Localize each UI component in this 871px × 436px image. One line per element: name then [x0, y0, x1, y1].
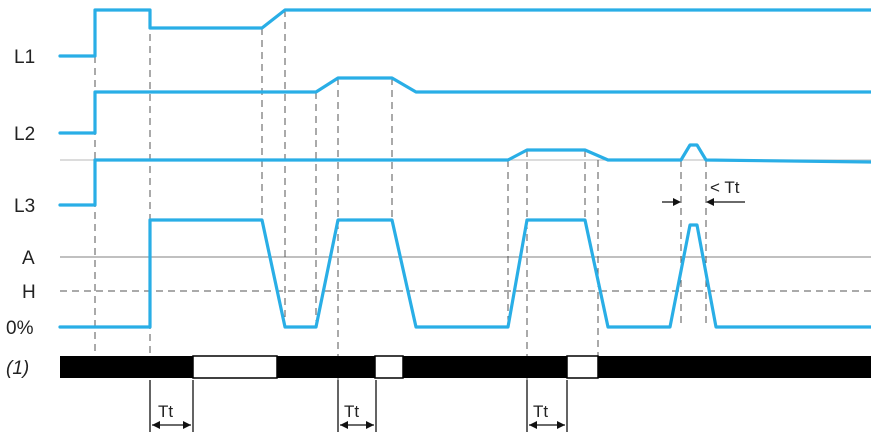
less-than-tt-label: < Tt	[710, 178, 740, 197]
relay-state-bar	[60, 355, 871, 379]
l1-signal	[58, 8, 871, 58]
a-label: A	[22, 248, 35, 269]
less-than-tt-dimension: < Tt	[662, 178, 745, 206]
l3-label: L3	[14, 196, 35, 217]
tt-dimension-3: Tt	[526, 380, 568, 432]
l1-label: L1	[14, 47, 35, 68]
tt-label: Tt	[344, 402, 359, 421]
h-label: H	[22, 282, 36, 303]
relay-label: (1)	[6, 358, 29, 379]
tt-dimension-2: Tt	[337, 380, 377, 432]
tt-label: Tt	[158, 402, 173, 421]
output-signal	[58, 218, 871, 329]
l3-signal	[58, 143, 871, 207]
zero-percent-label: 0%	[6, 318, 34, 339]
tt-dimension-1: Tt	[149, 380, 194, 432]
tt-label: Tt	[533, 402, 548, 421]
l2-label: L2	[14, 124, 35, 145]
l2-signal	[58, 76, 871, 135]
